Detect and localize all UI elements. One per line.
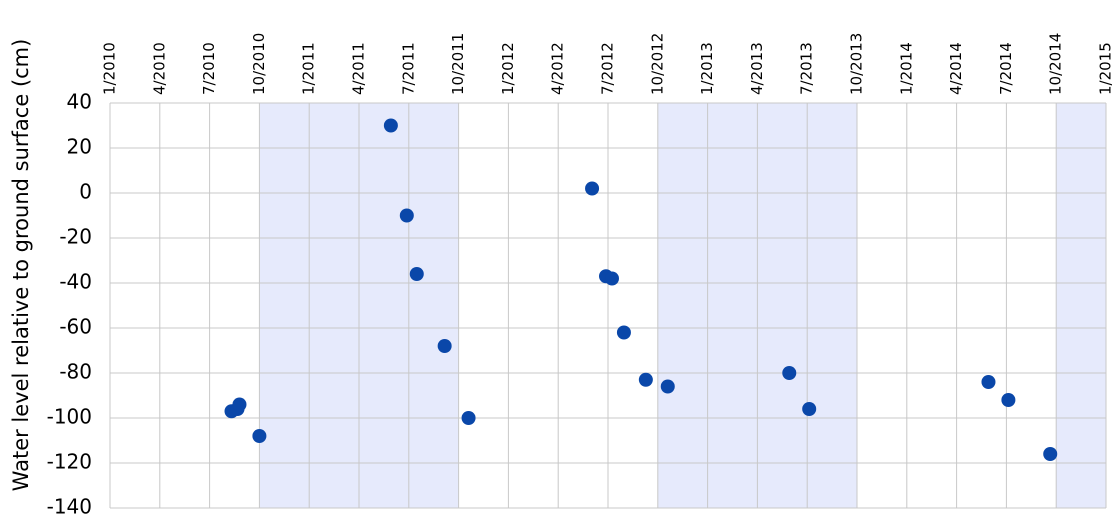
- x-tick-label: 1/2013: [698, 42, 716, 95]
- y-tick-label: 40: [67, 90, 92, 114]
- data-point: [383, 118, 398, 133]
- x-tick-label: 1/2011: [300, 42, 318, 95]
- x-tick-label: 1/2012: [499, 42, 517, 95]
- y-tick-label: 20: [67, 135, 92, 159]
- x-tick-label: 10/2013: [848, 33, 866, 95]
- x-tick-label: 4/2014: [947, 42, 965, 95]
- x-tick-label: 10/2010: [250, 33, 268, 95]
- y-tick-label: -80: [59, 360, 92, 384]
- data-point: [604, 271, 619, 286]
- data-point: [802, 402, 817, 416]
- x-tick-label: 4/2010: [150, 42, 168, 95]
- data-point: [981, 375, 996, 389]
- x-tick-label: 4/2011: [350, 42, 368, 95]
- y-tick-label: -40: [59, 270, 92, 294]
- x-tick-label: 1/2010: [101, 42, 119, 95]
- data-point: [616, 325, 631, 340]
- x-tick-label: 10/2011: [449, 33, 467, 95]
- y-tick-label: -140: [47, 495, 92, 519]
- data-point: [782, 366, 797, 380]
- x-tick-label: 7/2011: [399, 42, 417, 95]
- data-point: [1001, 393, 1016, 407]
- x-tick-label: 1/2014: [897, 42, 915, 95]
- x-tick-label: 7/2014: [997, 42, 1015, 95]
- y-tick-label: -60: [59, 315, 92, 339]
- data-point: [660, 379, 675, 394]
- data-point: [409, 267, 424, 281]
- x-tick-label: 7/2013: [798, 42, 816, 95]
- x-tick-label: 4/2012: [549, 42, 567, 95]
- data-point: [1043, 447, 1058, 461]
- x-tick-label: 10/2012: [648, 33, 666, 95]
- data-point: [232, 397, 247, 412]
- x-tick-label: 10/2014: [1047, 33, 1065, 95]
- y-tick-label: -20: [59, 225, 92, 249]
- data-point: [252, 429, 267, 443]
- x-tick-label: 4/2013: [748, 42, 766, 95]
- data-point: [638, 372, 653, 387]
- x-tick-label: 7/2012: [599, 42, 617, 95]
- shaded-period: [1056, 103, 1106, 508]
- y-tick-label: 0: [79, 180, 92, 204]
- x-tick-label: 1/2015: [1097, 42, 1115, 95]
- data-point: [399, 208, 414, 223]
- data-point: [437, 339, 452, 353]
- data-point: [585, 181, 600, 196]
- data-point: [461, 411, 476, 425]
- y-axis-label: Water level relative to ground surface (…: [9, 39, 33, 492]
- y-tick-label: -120: [47, 450, 92, 474]
- x-tick-label: 7/2010: [200, 42, 218, 95]
- y-tick-label: -100: [47, 405, 92, 429]
